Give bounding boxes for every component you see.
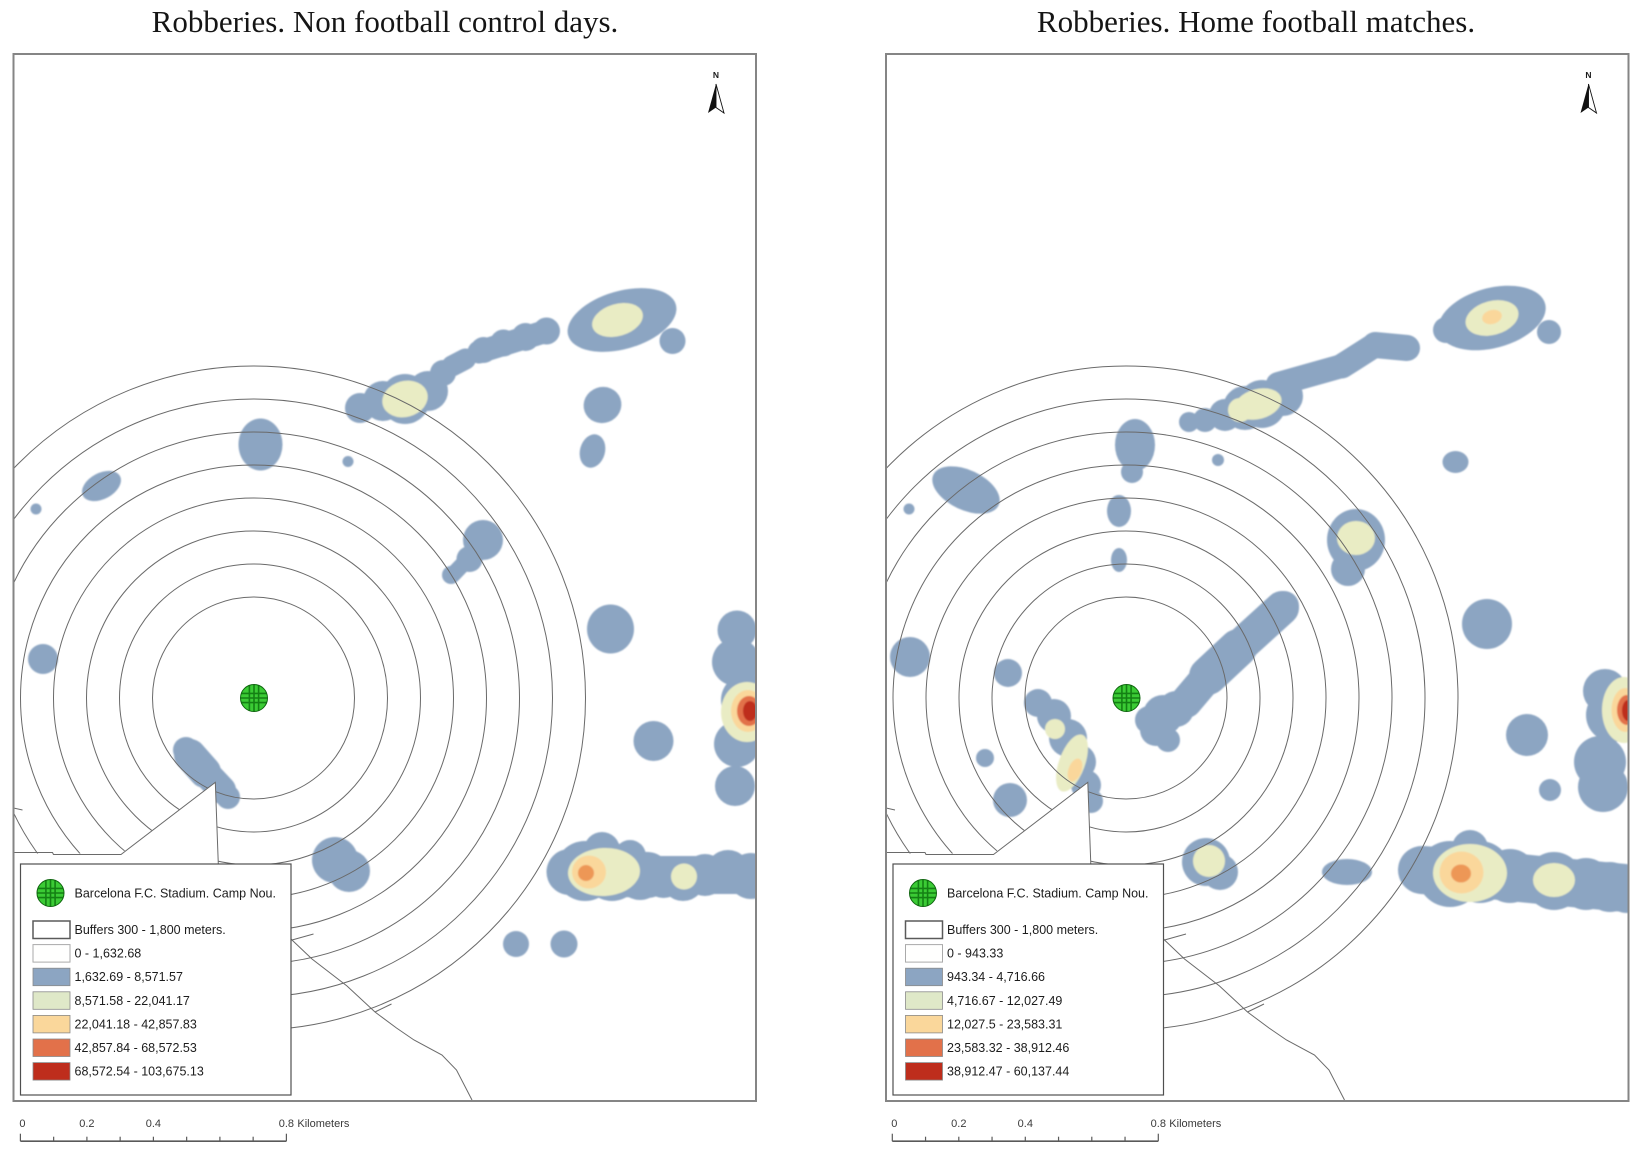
- svg-text:Kilometers: Kilometers: [1169, 1118, 1221, 1130]
- svg-text:22,041.18 - 42,857.83: 22,041.18 - 42,857.83: [75, 1017, 197, 1031]
- svg-text:38,912.47 - 60,137.44: 38,912.47 - 60,137.44: [947, 1065, 1069, 1079]
- svg-text:42,857.84 - 68,572.53: 42,857.84 - 68,572.53: [75, 1041, 197, 1055]
- svg-text:N: N: [1585, 70, 1591, 80]
- svg-text:0: 0: [891, 1118, 897, 1130]
- svg-text:0.4: 0.4: [146, 1118, 161, 1130]
- svg-text:Buffers 300 - 1,800 meters.: Buffers 300 - 1,800 meters.: [947, 923, 1098, 937]
- svg-text:23,583.32 - 38,912.46: 23,583.32 - 38,912.46: [947, 1041, 1069, 1055]
- svg-text:Barcelona F.C. Stadium. Camp N: Barcelona F.C. Stadium. Camp Nou.: [947, 887, 1148, 901]
- svg-text:4,716.67 - 12,027.49: 4,716.67 - 12,027.49: [947, 994, 1062, 1008]
- svg-text:Robberies. Home football match: Robberies. Home football matches.: [1037, 4, 1475, 39]
- svg-text:0.2: 0.2: [79, 1118, 94, 1130]
- svg-text:943.34 - 4,716.66: 943.34 - 4,716.66: [947, 970, 1045, 984]
- svg-text:0.4: 0.4: [1018, 1118, 1033, 1130]
- svg-text:0.2: 0.2: [951, 1118, 966, 1130]
- svg-text:Buffers 300 - 1,800 meters.: Buffers 300 - 1,800 meters.: [75, 923, 226, 937]
- svg-text:68,572.54 - 103,675.13: 68,572.54 - 103,675.13: [75, 1065, 204, 1079]
- svg-text:0.8: 0.8: [1151, 1118, 1166, 1130]
- svg-text:0.8: 0.8: [279, 1118, 294, 1130]
- svg-text:Robberies. Non football contro: Robberies. Non football control days.: [152, 4, 619, 39]
- svg-text:0: 0: [19, 1118, 25, 1130]
- svg-text:Kilometers: Kilometers: [297, 1118, 349, 1130]
- svg-text:Barcelona F.C. Stadium. Camp N: Barcelona F.C. Stadium. Camp Nou.: [75, 887, 276, 901]
- svg-text:1,632.69 - 8,571.57: 1,632.69 - 8,571.57: [75, 970, 183, 984]
- svg-text:0 - 1,632.68: 0 - 1,632.68: [75, 947, 142, 961]
- svg-text:N: N: [713, 70, 719, 80]
- svg-text:8,571.58 - 22,041.17: 8,571.58 - 22,041.17: [75, 994, 190, 1008]
- svg-text:12,027.5 - 23,583.31: 12,027.5 - 23,583.31: [947, 1017, 1062, 1031]
- svg-text:0 - 943.33: 0 - 943.33: [947, 947, 1003, 961]
